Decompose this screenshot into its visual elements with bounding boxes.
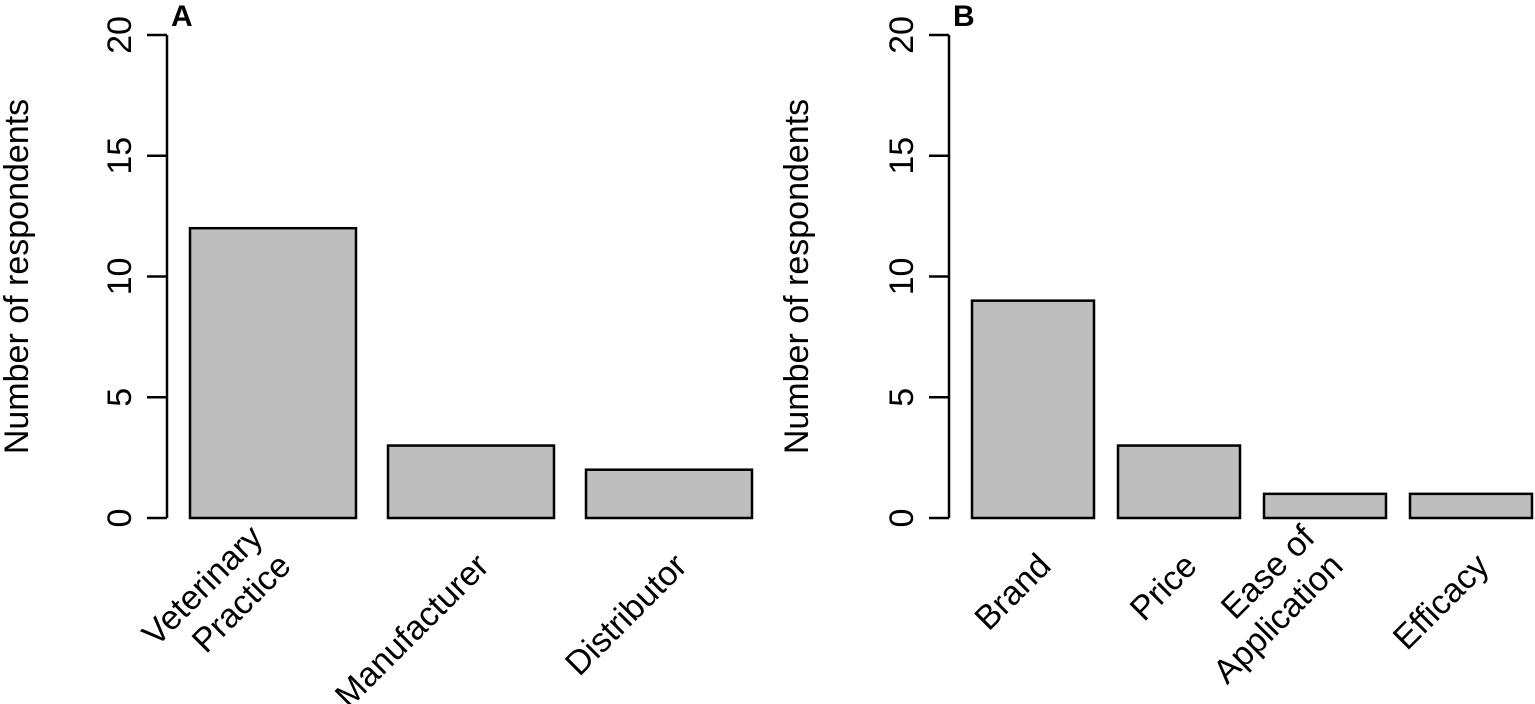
panel-b-y-tick-label: 5 <box>883 388 921 407</box>
panel-b-y-tick-label: 20 <box>883 16 921 54</box>
panel-b-category-label: Ease ofApplication <box>1178 518 1351 691</box>
panel-a-bar-2 <box>386 444 556 520</box>
panel-b-y-tick-label: 10 <box>883 258 921 296</box>
panel-b-bar-4 <box>1408 492 1534 520</box>
panel-a: 0 5 10 15 20 Number of respondents A Veterinary… <box>0 0 754 704</box>
panel-a-y-tick-label: 20 <box>101 16 139 54</box>
panel-b-bar-3 <box>1262 492 1388 520</box>
panel-a-letter: A <box>171 0 193 33</box>
panel-a-bar-1 <box>188 226 358 520</box>
panel-a-y-tick-label: 0 <box>101 509 139 528</box>
panel-a-y-tick-label: 10 <box>101 258 139 296</box>
panel-a-category-label: Distributor <box>558 547 694 683</box>
panel-b-y-tick-label: 0 <box>883 509 921 528</box>
panel-a-category-label: Manufacturer <box>328 547 497 704</box>
panel-b-y-tick-label: 15 <box>883 137 921 175</box>
panel-a-y-tick-label: 15 <box>101 137 139 175</box>
panel-b-bar-2 <box>1116 444 1242 520</box>
panel-a-category-label: VeterinaryPractice <box>135 518 298 681</box>
panel-b-bar-1 <box>970 299 1096 520</box>
panel-b-category-label: Brand <box>967 547 1058 638</box>
panel-a-y-axis-title: Number of respondents <box>0 99 36 454</box>
panel-b-letter: B <box>953 0 975 33</box>
panel-b: 0 5 10 15 20 Number of respondents B Brand Price… <box>778 0 1534 691</box>
panel-a-y-tick-label: 5 <box>101 388 139 407</box>
panel-a-bar-3 <box>584 468 754 520</box>
panel-b-y-axis-title: Number of respondents <box>778 99 816 454</box>
panel-b-category-label: Efficacy <box>1386 547 1497 658</box>
panel-b-category-label: Price <box>1123 547 1205 629</box>
